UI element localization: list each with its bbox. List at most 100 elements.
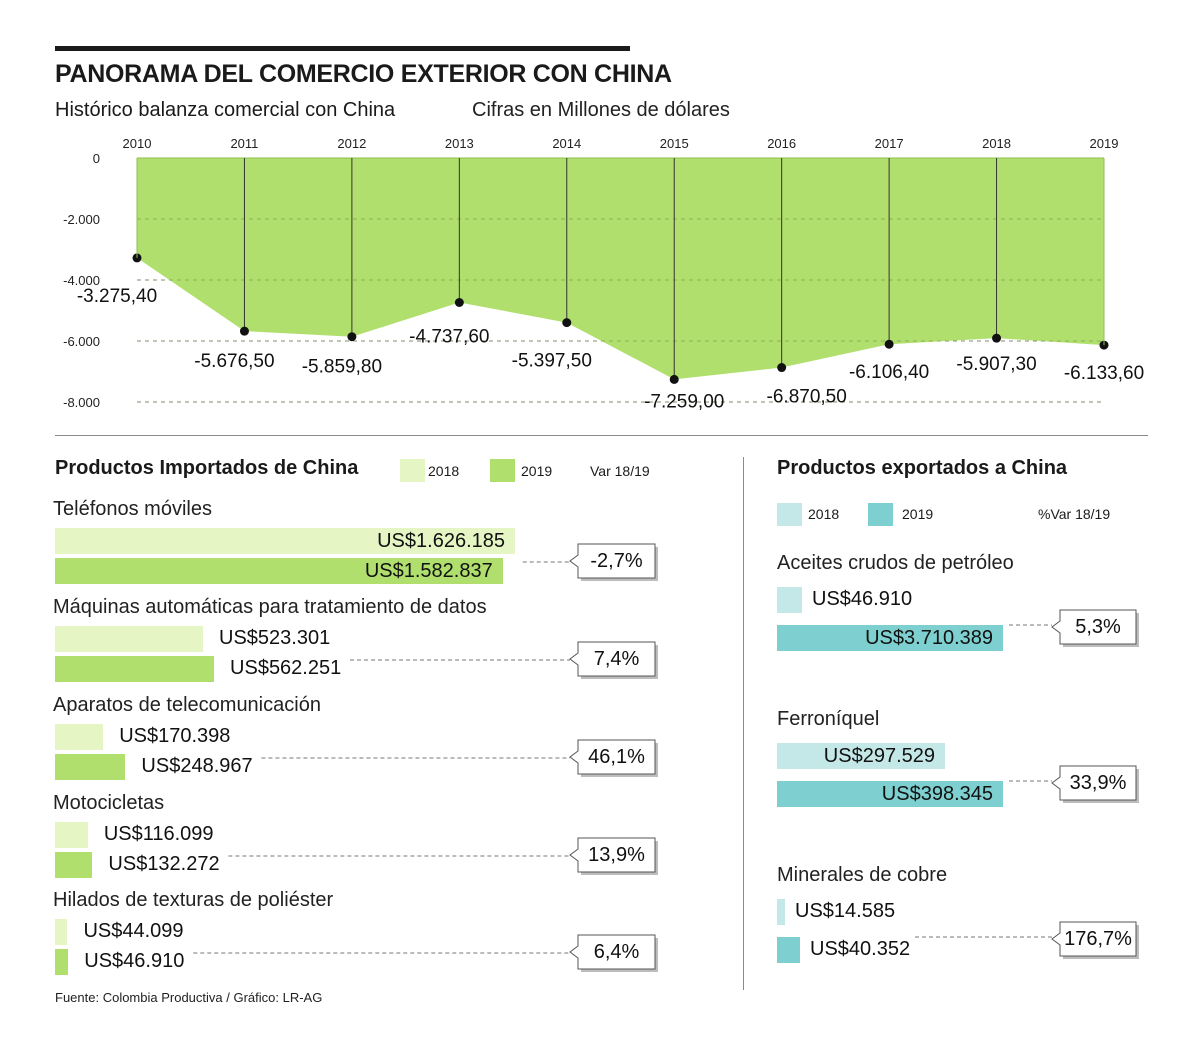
bar [777,743,945,769]
bar [55,626,204,652]
data-point [669,374,679,384]
data-label: -6.133,60 [1064,363,1144,384]
x-tick-label: 2013 [445,136,474,151]
y-tick-label: -4.000 [63,273,100,288]
legend-label-2018: 2018 [428,463,460,479]
bar [55,919,68,945]
data-point [454,297,464,307]
bar [55,852,93,878]
var-label: 176,7% [1064,928,1132,950]
bar [777,899,785,925]
data-label: -4.737,60 [409,326,489,347]
data-point [132,253,142,263]
bar-value-label: US$248.967 [141,755,253,777]
bar-value-label: US$1.582.837 [364,560,493,582]
var-label: 46,1% [588,746,645,768]
data-point [239,326,249,336]
bar-value-label: US$523.301 [219,627,331,649]
trade-balance-area-chart: 0 -2.000 -4.000 -6.000 -8.000 2010 -3.275,40 20… [63,136,1144,412]
x-tick-label: 2017 [875,136,904,151]
data-label: -3.275,40 [77,286,157,307]
bar [777,937,800,963]
data-label: -5.676,50 [194,351,274,372]
bar-value-label: US$3.710.389 [865,627,993,649]
data-label: -7.259,00 [644,391,724,412]
bar-value-label: US$116.099 [103,823,214,845]
data-label: -5.907,30 [956,354,1036,375]
import-category-label: Motocicletas [53,792,165,814]
data-point [777,363,787,373]
legend-label-2019: 2019 [521,463,553,479]
legend-swatch-2019 [490,459,515,482]
bar-value-label: US$132.272 [108,853,220,875]
section-divider [55,435,1148,436]
x-tick-label: 2019 [1090,136,1119,151]
data-point [992,333,1002,343]
data-label: -6.106,40 [849,362,929,383]
bar [55,822,88,848]
var-label: 7,4% [593,648,640,670]
bar [55,558,503,584]
var-label: 13,9% [588,844,645,866]
legend-label-var: Var 18/19 [590,463,650,479]
data-label: -5.859,80 [302,357,382,378]
export-category-label: Minerales de cobre [777,864,948,886]
source-note: Fuente: Colombia Productiva / Gráfico: L… [55,990,323,1005]
legend-label-2019-exports: 2019 [902,506,934,522]
bar-value-label: US$1.626.185 [377,530,505,552]
legend-swatch-2018 [400,459,425,482]
import-category-label: Hilados de texturas de poliéster [53,889,334,911]
bar-value-label: US$40.352 [810,938,911,960]
bar [777,781,1003,807]
legend-label-var-exports: %Var 18/19 [1038,506,1111,522]
bar [777,625,1003,651]
var-label: 33,9% [1069,772,1127,794]
exports-title: Productos exportados a China [777,457,1068,479]
legend-swatch-2018-exports [777,503,802,526]
title-rule [55,46,630,51]
import-category-label: Teléfonos móviles [53,498,212,520]
bar-value-label: US$46.910 [812,588,913,610]
area-fill [137,158,1104,380]
units-note: Cifras en Millones de dólares [472,99,730,121]
bar-value-label: US$297.529 [823,745,935,767]
bar [55,724,104,750]
x-tick-label: 2014 [552,136,581,151]
data-label: -6.870,50 [767,387,847,408]
bar-value-label: US$398.345 [881,783,993,805]
data-label: -5.397,50 [512,351,592,372]
data-point [347,332,357,342]
legend-swatch-2019-exports [868,503,893,526]
var-label: 6,4% [593,941,640,963]
x-tick-label: 2018 [982,136,1011,151]
y-tick-label: -2.000 [63,212,100,227]
bar-value-label: US$46.910 [84,950,185,972]
bar-value-label: US$44.099 [83,920,184,942]
x-tick-label: 2012 [337,136,366,151]
export-category-label: Ferroníquel [777,708,880,730]
x-tick-label: 2016 [767,136,796,151]
var-label: -2,7% [590,550,643,572]
import-category-label: Máquinas automáticas para tratamiento de… [53,596,487,618]
chart-subtitle: Histórico balanza comercial con China [55,99,396,121]
bar-value-label: US$170.398 [119,725,231,747]
bar [777,587,802,613]
y-tick-label: 0 [93,151,100,166]
export-category-label: Aceites crudos de petróleo [777,552,1014,574]
x-tick-label: 2011 [230,136,258,151]
data-point [884,339,894,349]
import-category-label: Aparatos de telecomunicación [53,694,321,716]
var-label: 5,3% [1075,616,1121,638]
imports-title: Productos Importados de China [55,457,359,479]
bar-value-label: US$562.251 [230,657,342,679]
bar [55,528,515,554]
bar [55,949,69,975]
data-point [562,318,572,328]
legend-label-2018-exports: 2018 [808,506,840,522]
bar [55,656,215,682]
bar [55,754,126,780]
x-tick-label: 2010 [123,136,152,151]
y-tick-label: -6.000 [63,334,100,349]
bar-value-label: US$14.585 [795,900,896,922]
y-tick-label: -8.000 [63,395,100,410]
